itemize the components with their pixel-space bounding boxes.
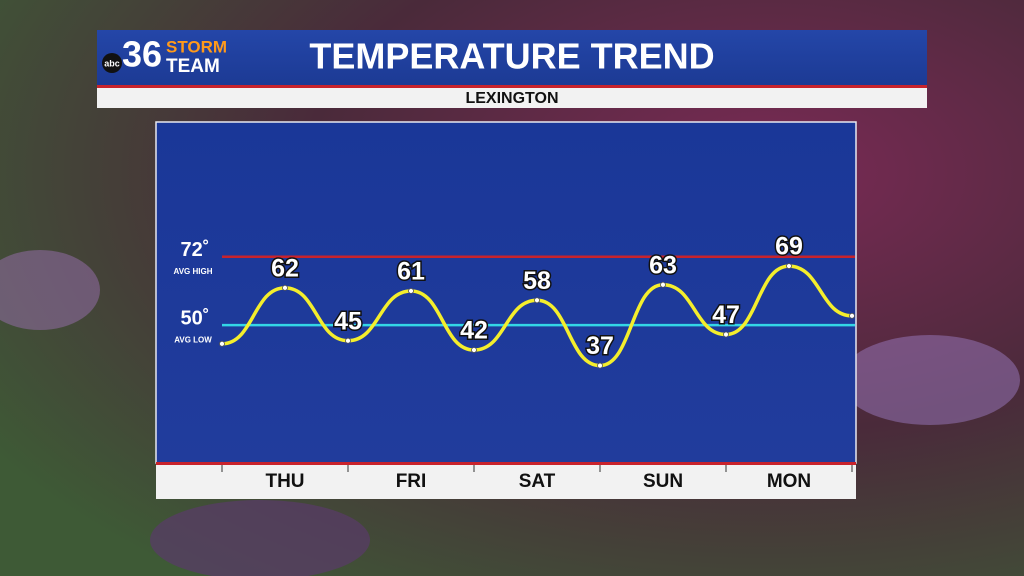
bokeh xyxy=(840,335,1020,425)
point xyxy=(534,297,540,304)
x-tick-label: SAT xyxy=(519,471,556,492)
axis-band xyxy=(156,462,856,499)
logo-disc xyxy=(102,53,122,73)
header-stripe xyxy=(97,85,927,88)
subtitle-bar xyxy=(97,88,927,108)
logo-top: STORM xyxy=(166,37,227,56)
logo-bottom: TEAM xyxy=(166,56,220,77)
reference-label: 72˚ xyxy=(181,238,210,261)
bokeh xyxy=(0,250,100,330)
value-label: 62 xyxy=(271,254,299,282)
x-tick-label: MON xyxy=(767,471,811,492)
reference-name: AVG LOW xyxy=(174,335,212,344)
point xyxy=(219,340,225,347)
value-label: 58 xyxy=(523,267,551,295)
value-label: 45 xyxy=(334,307,362,335)
value-label: 69 xyxy=(775,233,803,261)
point xyxy=(849,312,855,319)
logo-network: abc xyxy=(104,58,120,68)
point xyxy=(660,281,666,288)
value-label: 37 xyxy=(586,332,614,360)
x-tick-label: FRI xyxy=(396,471,427,492)
axis-stripe xyxy=(156,462,856,465)
point xyxy=(282,284,288,291)
point xyxy=(471,347,477,353)
x-tick-label: SUN xyxy=(643,471,683,492)
plot-area xyxy=(155,121,857,464)
logo-number: 36 xyxy=(122,34,162,75)
value-label: 61 xyxy=(397,258,425,286)
subtitle: LEXINGTON xyxy=(465,90,558,107)
point xyxy=(345,337,351,344)
x-tick-label: THU xyxy=(265,471,304,492)
bokeh xyxy=(150,500,370,576)
title: TEMPERATURE TREND xyxy=(309,36,714,77)
point xyxy=(723,331,729,338)
value-label: 47 xyxy=(712,301,740,329)
point xyxy=(408,288,414,294)
value-label: 63 xyxy=(649,251,677,279)
header-bar xyxy=(97,30,927,86)
reference-name: AVG HIGH xyxy=(174,267,213,276)
point xyxy=(786,263,792,269)
value-label: 42 xyxy=(460,317,488,345)
point xyxy=(597,362,603,369)
reference-label: 50˚ xyxy=(181,306,210,329)
